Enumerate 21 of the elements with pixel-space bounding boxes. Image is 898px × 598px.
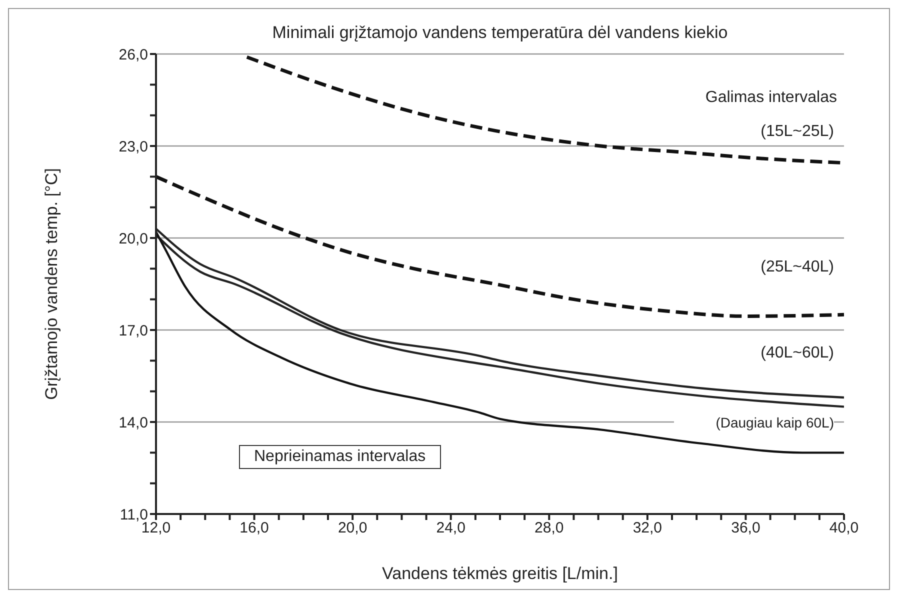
y-tick-label: 14,0 (118, 414, 148, 432)
text: (25L~40L) (760, 258, 834, 276)
y-tick-label: 20,0 (118, 230, 148, 248)
x-tick-label: 32,0 (632, 520, 662, 537)
series-label: (40L~60L) (760, 344, 834, 362)
x-tick-label: 36,0 (731, 520, 760, 537)
series-label: (Daugiau kaip 60L) (716, 414, 834, 431)
x-tick-label: 20,0 (338, 520, 368, 537)
y-tick-label: 26,0 (118, 46, 148, 64)
chart-title: Minimali grįžtamojo vandens temperatūra dėl vandens kiekio (271, 23, 729, 43)
x-tick-label: 16,0 (240, 520, 269, 537)
x-axis-title: Vandens tėkmės greitis [L/min.] (382, 564, 618, 583)
x-tick-label: 40,0 (829, 520, 859, 537)
annotation: Neprieinamas intervalas (239, 445, 441, 469)
y-tick-label: 17,0 (118, 322, 148, 340)
x-tick-label: 24,0 (436, 520, 466, 537)
y-axis-title: Grįžtamojo vandens temp. [°C] (42, 168, 62, 400)
y-tick-label: 23,0 (118, 138, 148, 156)
x-tick-label: 28,0 (534, 520, 564, 537)
region-note: Galimas intervalas (705, 89, 837, 107)
series-label: (15L~25L) (760, 122, 834, 140)
